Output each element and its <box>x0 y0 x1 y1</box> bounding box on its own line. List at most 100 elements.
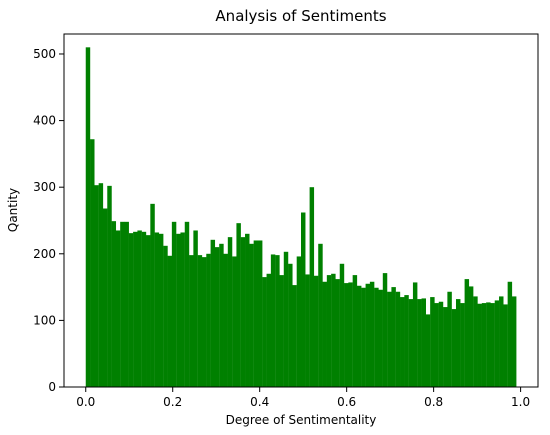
histogram-bar <box>197 255 203 387</box>
histogram-bar <box>499 296 504 387</box>
histogram-bar <box>245 233 250 387</box>
histogram-bar <box>348 282 353 387</box>
histogram-bar <box>158 233 164 387</box>
histogram-bar <box>430 297 435 387</box>
histogram-bar <box>378 289 383 387</box>
histogram-bar <box>249 243 254 387</box>
histogram-bar <box>189 255 194 387</box>
histogram-bar <box>460 303 465 387</box>
histogram-bar <box>262 277 267 387</box>
histogram-bar <box>219 243 224 387</box>
x-axis-label: Degree of Sentimentality <box>226 413 377 427</box>
histogram-bar <box>275 255 280 387</box>
histogram-bar <box>163 245 168 387</box>
histogram-bar <box>326 275 332 387</box>
histogram-bar <box>128 233 134 387</box>
histogram-bar <box>223 253 228 387</box>
histogram-bar <box>464 279 470 387</box>
x-tick-label: 0.4 <box>250 395 269 409</box>
histogram-bar <box>382 273 388 387</box>
histogram-bar <box>120 221 125 387</box>
histogram-bar <box>412 282 418 387</box>
histogram-bar <box>301 212 306 387</box>
histogram-bar <box>490 303 495 387</box>
histogram-bar <box>408 299 414 387</box>
histogram-bar <box>236 223 241 387</box>
histogram-bar <box>115 230 121 387</box>
histogram-bar <box>322 281 327 387</box>
histogram-bar <box>266 273 272 387</box>
histogram-bar <box>288 263 293 387</box>
histogram-bar <box>98 183 104 387</box>
x-axis-ticks: 0.0 0.2 0.4 0.6 0.8 1.0 <box>76 387 530 409</box>
chart-title: Analysis of Sentiments <box>215 7 386 25</box>
histogram-bar <box>150 203 155 387</box>
histogram-bar <box>455 299 461 387</box>
histogram-bar <box>331 273 336 387</box>
histogram-bar <box>107 185 112 387</box>
histogram-bar <box>167 255 172 387</box>
histogram-bar <box>292 285 297 387</box>
histogram-bar <box>468 286 474 387</box>
histogram-bar <box>421 298 426 387</box>
histogram-bar <box>102 208 108 387</box>
histogram-bar <box>296 256 302 387</box>
histogram-bar <box>313 275 319 387</box>
histogram-bar <box>309 187 315 387</box>
histogram-bar <box>339 263 345 387</box>
histogram-bar <box>257 240 263 387</box>
histogram-bar <box>473 296 478 387</box>
x-tick-label: 0.8 <box>424 395 443 409</box>
y-tick-label: 0 <box>48 380 56 394</box>
histogram-bar <box>283 251 289 387</box>
histogram-bar <box>141 231 147 387</box>
histogram-bar <box>404 295 409 387</box>
histogram-bar <box>232 256 237 387</box>
histogram-bar <box>507 281 513 387</box>
y-tick-label: 500 <box>33 47 56 61</box>
histogram-bar <box>481 303 487 387</box>
histogram-bar <box>210 239 216 387</box>
histogram-bar <box>214 247 220 387</box>
histogram-bar <box>154 232 160 387</box>
histogram-bar <box>447 291 452 387</box>
histogram-bar <box>85 47 91 388</box>
histogram-bar <box>270 254 276 387</box>
histogram-bar <box>451 309 457 387</box>
y-axis-ticks: 0 100 200 300 400 500 <box>33 47 64 394</box>
histogram-bar <box>391 287 396 387</box>
histogram-bar <box>206 253 211 387</box>
histogram-bar <box>240 237 246 387</box>
histogram-bar <box>511 296 517 387</box>
histogram-bar <box>369 281 375 387</box>
histogram-bar <box>305 274 310 387</box>
histogram-bar <box>176 233 181 387</box>
histogram-bar <box>318 243 323 387</box>
histogram-bars <box>85 47 517 388</box>
y-tick-label: 100 <box>33 313 56 327</box>
histogram-bar <box>374 287 379 387</box>
histogram-bar <box>344 283 349 387</box>
histogram-bar <box>90 139 95 387</box>
histogram-bar <box>417 299 422 387</box>
histogram-bar <box>146 235 151 387</box>
histogram-bar <box>365 283 371 387</box>
histogram-bar <box>193 230 198 387</box>
histogram-bar <box>201 257 207 387</box>
histogram-bar <box>361 287 366 387</box>
histogram-bar <box>434 303 439 387</box>
histogram-bar <box>395 291 401 387</box>
histogram-bar <box>227 237 233 387</box>
histogram-bar <box>133 231 138 387</box>
histogram-bar <box>253 240 259 387</box>
histogram-bar <box>352 275 358 387</box>
y-tick-label: 400 <box>33 114 56 128</box>
histogram-bar <box>94 185 99 387</box>
histogram-bar <box>184 221 190 387</box>
histogram-bar <box>171 221 177 387</box>
plot-area-frame <box>63 33 539 388</box>
histogram-bar <box>494 300 500 387</box>
y-axis-label: Qantity <box>6 188 20 232</box>
histogram-bar <box>425 314 431 387</box>
